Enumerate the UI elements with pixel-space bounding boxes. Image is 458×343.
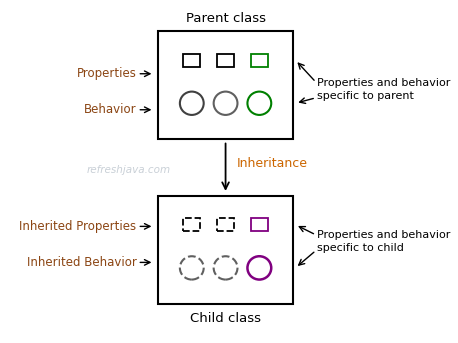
Text: Properties and behavior
specific to child: Properties and behavior specific to chil…: [317, 230, 450, 253]
Ellipse shape: [213, 92, 237, 115]
Text: Properties and behavior
specific to parent: Properties and behavior specific to pare…: [317, 78, 450, 101]
Text: Inherited Behavior: Inherited Behavior: [27, 256, 136, 269]
Ellipse shape: [180, 92, 204, 115]
Text: Properties: Properties: [76, 67, 136, 80]
Bar: [251, 218, 268, 231]
Text: Child class: Child class: [190, 312, 261, 325]
Bar: [158, 196, 293, 304]
Bar: [183, 218, 201, 231]
Text: Behavior: Behavior: [84, 103, 136, 116]
Ellipse shape: [213, 256, 237, 280]
Ellipse shape: [247, 256, 271, 280]
Ellipse shape: [180, 256, 204, 280]
Ellipse shape: [247, 92, 271, 115]
Bar: [217, 218, 234, 231]
Text: Parent class: Parent class: [185, 12, 266, 25]
Text: Inheritance: Inheritance: [237, 157, 308, 170]
Bar: [251, 54, 268, 67]
Bar: [183, 54, 201, 67]
Text: refreshjava.com: refreshjava.com: [86, 165, 170, 175]
Bar: [217, 54, 234, 67]
Text: Inherited Properties: Inherited Properties: [19, 220, 136, 233]
Bar: [158, 31, 293, 139]
